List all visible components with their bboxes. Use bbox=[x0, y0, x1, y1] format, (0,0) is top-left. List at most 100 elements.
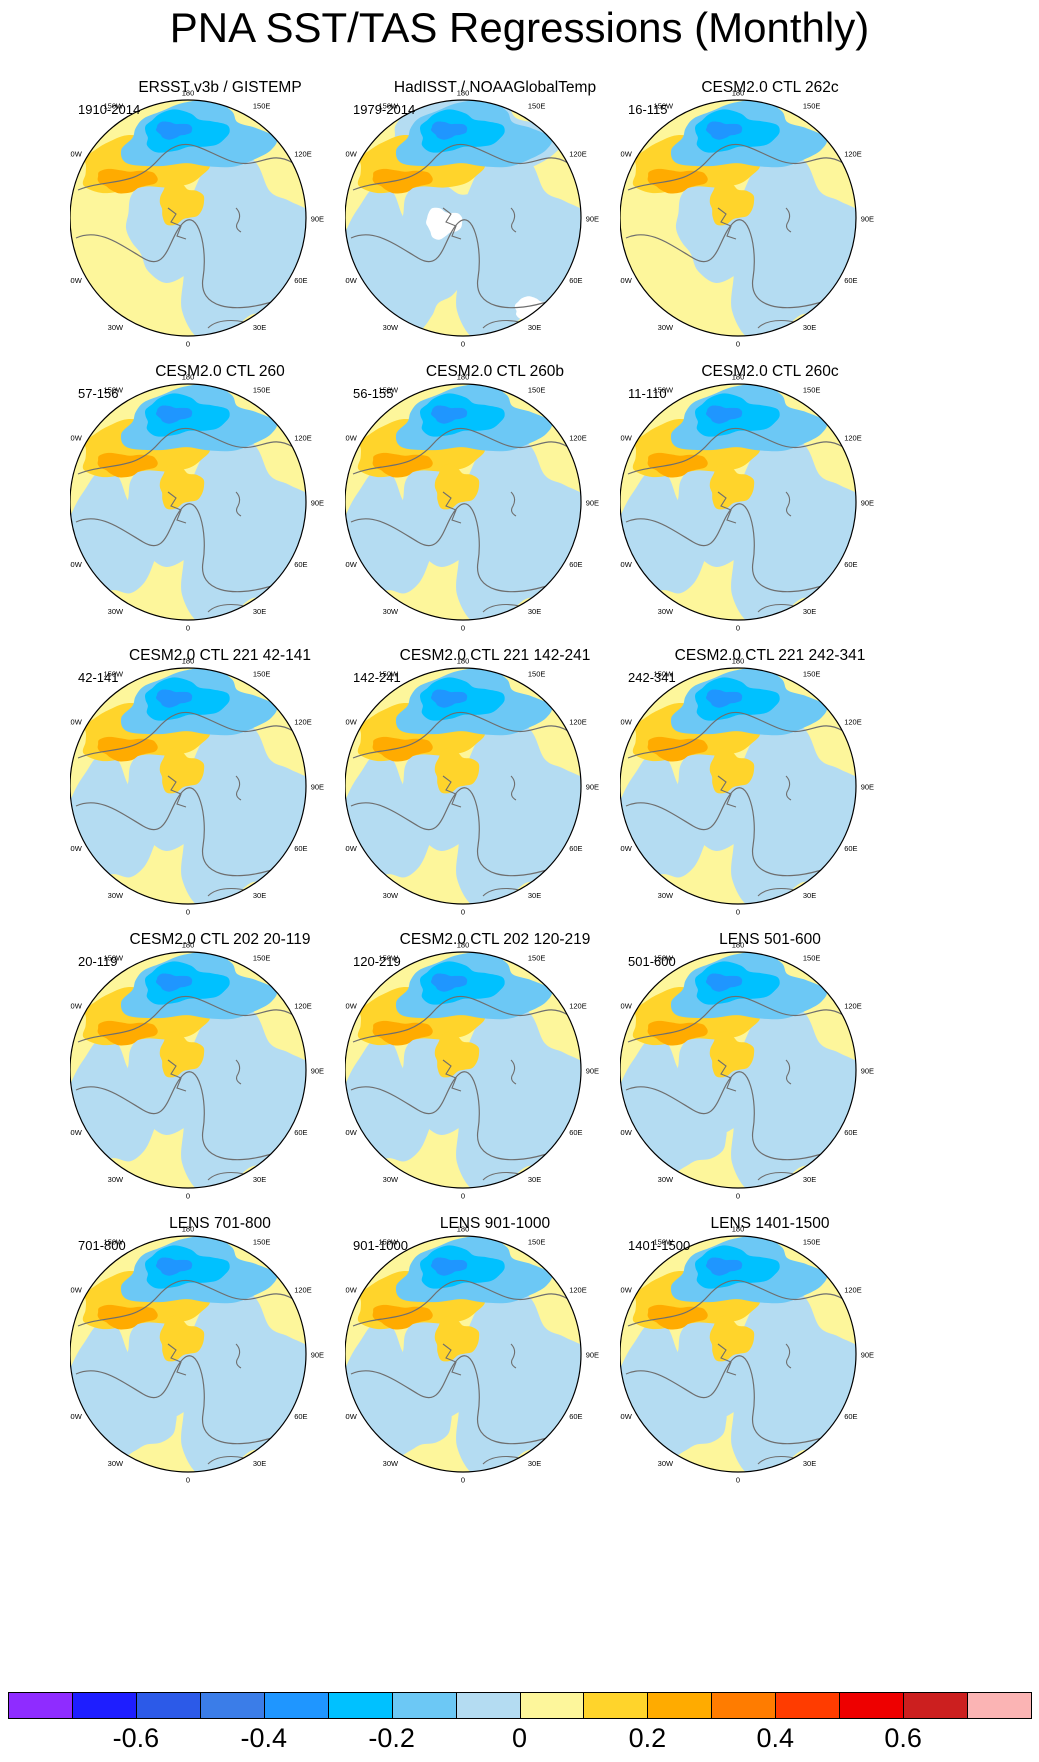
longitude-label: 150E bbox=[803, 1237, 821, 1246]
longitude-label: 150E bbox=[528, 669, 546, 678]
longitude-label: 120W bbox=[345, 1286, 358, 1295]
longitude-label: 30E bbox=[528, 607, 541, 616]
longitude-label: 120W bbox=[620, 150, 633, 159]
polar-map: 180150W150E120W120E90W90E60W60E30W30E0 bbox=[70, 940, 324, 1201]
coastline bbox=[167, 1059, 187, 1092]
map-boundary bbox=[620, 667, 857, 905]
polar-map: 180150W150E120W120E90W90E60W60E30W30E0 bbox=[70, 88, 324, 349]
colorbar-tick-label: 0.4 bbox=[756, 1723, 795, 1753]
colorbar-swatch bbox=[199, 1692, 265, 1719]
coastline bbox=[442, 1059, 462, 1092]
longitude-label: 90E bbox=[586, 215, 599, 224]
longitude-label: 0 bbox=[736, 908, 740, 917]
longitude-label: 30E bbox=[528, 323, 541, 332]
longitude-label: 150E bbox=[253, 953, 271, 962]
coastline bbox=[785, 1343, 792, 1369]
longitude-label: 0 bbox=[186, 340, 190, 349]
colorbar-swatch bbox=[647, 1692, 713, 1719]
colorbar-swatch bbox=[583, 1692, 649, 1719]
map-panel: 180150W150E120W120E90W90E60W60E30W30E0CE… bbox=[345, 362, 645, 662]
panel-title: ERSST v3b / GISTEMP bbox=[138, 79, 302, 96]
longitude-label: 180 bbox=[732, 372, 745, 381]
longitude-label: 150E bbox=[803, 669, 821, 678]
colorbar-tick-label: -0.2 bbox=[368, 1723, 415, 1753]
longitude-label: 90E bbox=[586, 499, 599, 508]
longitude-label: 90E bbox=[586, 1351, 599, 1360]
longitude-label: 120E bbox=[844, 718, 862, 727]
longitude-label: 0 bbox=[186, 1192, 190, 1201]
longitude-label: 0 bbox=[461, 1192, 465, 1201]
longitude-label: 150W bbox=[654, 669, 675, 678]
colorbar-tick-label: 0.2 bbox=[628, 1723, 667, 1753]
map-boundary bbox=[70, 1235, 307, 1473]
longitude-label: 30W bbox=[658, 1175, 674, 1184]
warm-anomaly bbox=[159, 1315, 205, 1362]
negative-region bbox=[675, 180, 787, 284]
longitude-label: 0 bbox=[186, 624, 190, 633]
strongest-cold-anomaly bbox=[705, 1257, 743, 1276]
map-boundary bbox=[620, 99, 857, 337]
coastline bbox=[627, 427, 844, 475]
colorbar-tick-label: -0.4 bbox=[240, 1723, 288, 1753]
longitude-label: 120E bbox=[569, 1286, 587, 1295]
map-panel: 180150W150E120W120E90W90E60W60E30W30E0ER… bbox=[70, 78, 370, 378]
longitude-label: 30W bbox=[658, 323, 674, 332]
longitude-label: 150W bbox=[654, 1237, 675, 1246]
warm-anomaly bbox=[709, 1315, 755, 1362]
panel-year-range: 11-110 bbox=[628, 386, 667, 401]
strongest-cold-anomaly bbox=[705, 121, 743, 140]
strong-warm-anomaly bbox=[372, 1304, 433, 1330]
polar-map: 180150W150E120W120E90W90E60W60E30W30E0 bbox=[620, 940, 874, 1201]
colorbar bbox=[8, 1692, 1032, 1719]
panel-title: CESM2.0 CTL 202 120-219 bbox=[399, 931, 591, 948]
panel-title: LENS 501-600 bbox=[719, 931, 821, 948]
longitude-label: 180 bbox=[732, 1224, 745, 1233]
map-panel: 180150W150E120W120E90W90E60W60E30W30E0CE… bbox=[70, 362, 370, 662]
longitude-label: 60W bbox=[345, 560, 358, 569]
strong-warm-anomaly bbox=[647, 1020, 708, 1046]
map-boundary bbox=[345, 951, 582, 1189]
panel-year-range: 501-600 bbox=[628, 954, 676, 969]
polar-map: 180150W150E120W120E90W90E60W60E30W30E0 bbox=[620, 372, 874, 633]
coastline bbox=[785, 775, 792, 801]
coastline bbox=[785, 207, 792, 233]
longitude-label: 60W bbox=[620, 560, 633, 569]
longitude-label: 180 bbox=[457, 656, 470, 665]
coastline bbox=[77, 711, 294, 759]
negative-region bbox=[125, 180, 237, 284]
longitude-label: 30E bbox=[253, 891, 266, 900]
longitude-label: 30W bbox=[108, 1459, 124, 1468]
coastline bbox=[785, 1059, 792, 1085]
map-panel: 180150W150E120W120E90W90E60W60E30W30E0CE… bbox=[620, 362, 920, 662]
warm-anomaly bbox=[709, 179, 755, 226]
longitude-label: 120W bbox=[70, 1002, 83, 1011]
longitude-label: 180 bbox=[457, 940, 470, 949]
longitude-label: 90E bbox=[861, 215, 874, 224]
longitude-label: 0 bbox=[461, 908, 465, 917]
strongest-cold-anomaly bbox=[430, 121, 468, 140]
longitude-label: 60E bbox=[294, 844, 307, 853]
colorbar-swatch bbox=[71, 1692, 137, 1719]
map-boundary bbox=[620, 1235, 857, 1473]
map-boundary bbox=[620, 383, 857, 621]
longitude-label: 90E bbox=[311, 215, 324, 224]
longitude-label: 30W bbox=[108, 1175, 124, 1184]
longitude-label: 90E bbox=[861, 1067, 874, 1076]
coastline bbox=[717, 1059, 737, 1092]
longitude-label: 120E bbox=[844, 1002, 862, 1011]
strong-warm-anomaly bbox=[372, 1020, 433, 1046]
map-panel: 180150W150E120W120E90W90E60W60E30W30E0CE… bbox=[345, 930, 645, 1230]
longitude-label: 120W bbox=[620, 1002, 633, 1011]
longitude-label: 150W bbox=[104, 101, 125, 110]
longitude-label: 60E bbox=[569, 276, 582, 285]
longitude-label: 0 bbox=[736, 1192, 740, 1201]
longitude-label: 60W bbox=[620, 276, 633, 285]
warm-anomaly bbox=[159, 1031, 205, 1078]
coastline bbox=[717, 207, 737, 240]
longitude-label: 60E bbox=[294, 560, 307, 569]
longitude-label: 60E bbox=[844, 844, 857, 853]
longitude-label: 60W bbox=[345, 276, 358, 285]
longitude-label: 150W bbox=[104, 669, 125, 678]
longitude-label: 90E bbox=[311, 783, 324, 792]
longitude-label: 150W bbox=[104, 1237, 125, 1246]
